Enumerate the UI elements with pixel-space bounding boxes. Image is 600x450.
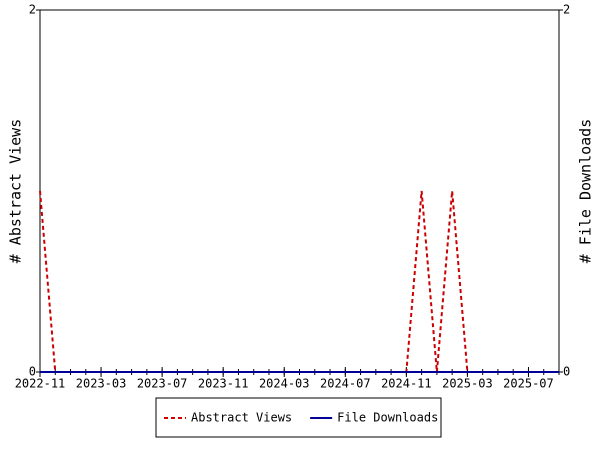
legend-label: Abstract Views — [191, 411, 292, 425]
x-tick-label: 2024-07 — [320, 377, 371, 391]
y2-tick-label: 2 — [563, 3, 570, 17]
y-tick-label: 0 — [29, 365, 36, 379]
x-tick-label: 2024-11 — [381, 377, 432, 391]
x-tick-label: 2024-03 — [259, 377, 310, 391]
y2-tick-label: 0 — [563, 365, 570, 379]
x-tick-label: 2023-03 — [76, 377, 127, 391]
x-tick-label: 2023-11 — [198, 377, 249, 391]
plot-frame — [39, 9, 560, 373]
y2-axis-title: # File Downloads — [577, 119, 595, 264]
legend-box — [155, 397, 442, 438]
y-axis-title: # Abstract Views — [7, 119, 25, 264]
x-tick-label: 2025-03 — [442, 377, 493, 391]
x-tick-label: 2022-11 — [15, 377, 66, 391]
line-series — [39, 190, 559, 373]
x-tick-label: 2023-07 — [137, 377, 188, 391]
legend-label: File Downloads — [337, 411, 438, 425]
x-tick-label: 2025-07 — [503, 377, 554, 391]
y-tick-label: 2 — [29, 3, 36, 17]
